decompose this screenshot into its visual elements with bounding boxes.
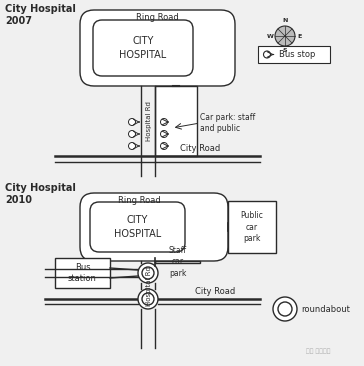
Circle shape <box>264 51 270 58</box>
Text: N: N <box>282 19 288 23</box>
Circle shape <box>138 289 158 309</box>
Text: S: S <box>283 49 287 53</box>
Text: roundabout: roundabout <box>301 305 350 314</box>
Text: Public
car
park: Public car park <box>241 212 264 243</box>
Text: CITY
HOSPITAL: CITY HOSPITAL <box>119 36 167 60</box>
Circle shape <box>275 26 295 46</box>
Text: Bus
station: Bus station <box>68 263 97 283</box>
Circle shape <box>128 131 135 138</box>
Bar <box>155 86 197 156</box>
Circle shape <box>142 293 154 305</box>
Text: W: W <box>266 34 273 38</box>
Text: Ring Road: Ring Road <box>118 196 161 205</box>
FancyBboxPatch shape <box>90 202 185 252</box>
FancyBboxPatch shape <box>80 193 228 261</box>
Text: City Road: City Road <box>180 144 220 153</box>
Text: E: E <box>298 34 302 38</box>
Text: City Hospital
2007: City Hospital 2007 <box>5 4 76 26</box>
Text: Hospital Rd: Hospital Rd <box>146 101 152 141</box>
FancyBboxPatch shape <box>93 20 193 76</box>
Bar <box>258 46 330 63</box>
Circle shape <box>142 267 154 279</box>
Circle shape <box>273 297 297 321</box>
Bar <box>228 201 276 253</box>
FancyBboxPatch shape <box>80 10 235 86</box>
Circle shape <box>278 302 292 316</box>
Circle shape <box>128 119 135 126</box>
Text: City Road: City Road <box>195 287 235 296</box>
Text: CITY
HOSPITAL: CITY HOSPITAL <box>114 216 161 239</box>
Circle shape <box>128 142 135 149</box>
Circle shape <box>161 142 167 149</box>
Text: Ring Road: Ring Road <box>136 13 179 22</box>
Text: City Hospital
2010: City Hospital 2010 <box>5 183 76 205</box>
Bar <box>155 261 200 263</box>
Circle shape <box>138 263 158 283</box>
Circle shape <box>161 131 167 138</box>
Text: Bus stop: Bus stop <box>279 50 315 59</box>
Text: Staff
car
park: Staff car park <box>169 246 187 277</box>
Text: Car park: staff
and public: Car park: staff and public <box>200 113 255 133</box>
Text: Hospital Rd: Hospital Rd <box>146 266 152 306</box>
Circle shape <box>161 119 167 126</box>
Text: 知乎 向健鸿坤: 知乎 向健鸿坤 <box>305 348 330 354</box>
Bar <box>55 258 110 288</box>
